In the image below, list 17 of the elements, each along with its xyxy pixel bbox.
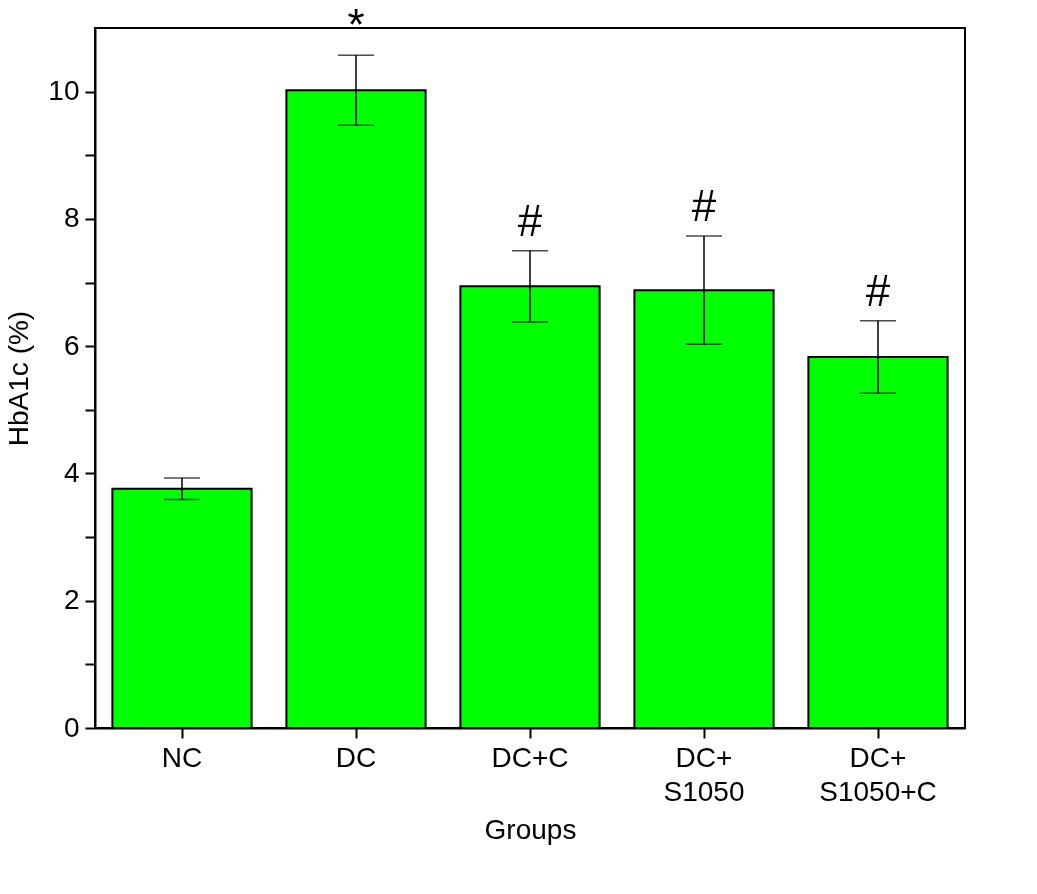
- y-tick-label: 0: [63, 711, 80, 743]
- x-tick-label: DC+ S1050+C: [819, 741, 937, 807]
- y-tick-label: 4: [63, 456, 80, 488]
- annotation: #: [517, 195, 543, 245]
- x-tick-label: NC: [161, 741, 203, 773]
- annotation: *: [347, 0, 365, 50]
- x-axis-title: Groups: [484, 813, 577, 845]
- annotation: #: [691, 181, 717, 231]
- annotation: #: [865, 265, 891, 315]
- y-tick-label: 6: [63, 329, 80, 361]
- y-tick-label: 10: [48, 75, 80, 107]
- x-tick-label: DC+ S1050: [663, 741, 745, 807]
- y-tick-label: 2: [63, 584, 80, 616]
- x-tick-label: DC: [335, 741, 377, 773]
- y-axis-title: HbA1c (%): [3, 310, 35, 447]
- y-tick-label: 8: [63, 202, 80, 234]
- x-tick-label: DC+C: [491, 741, 569, 773]
